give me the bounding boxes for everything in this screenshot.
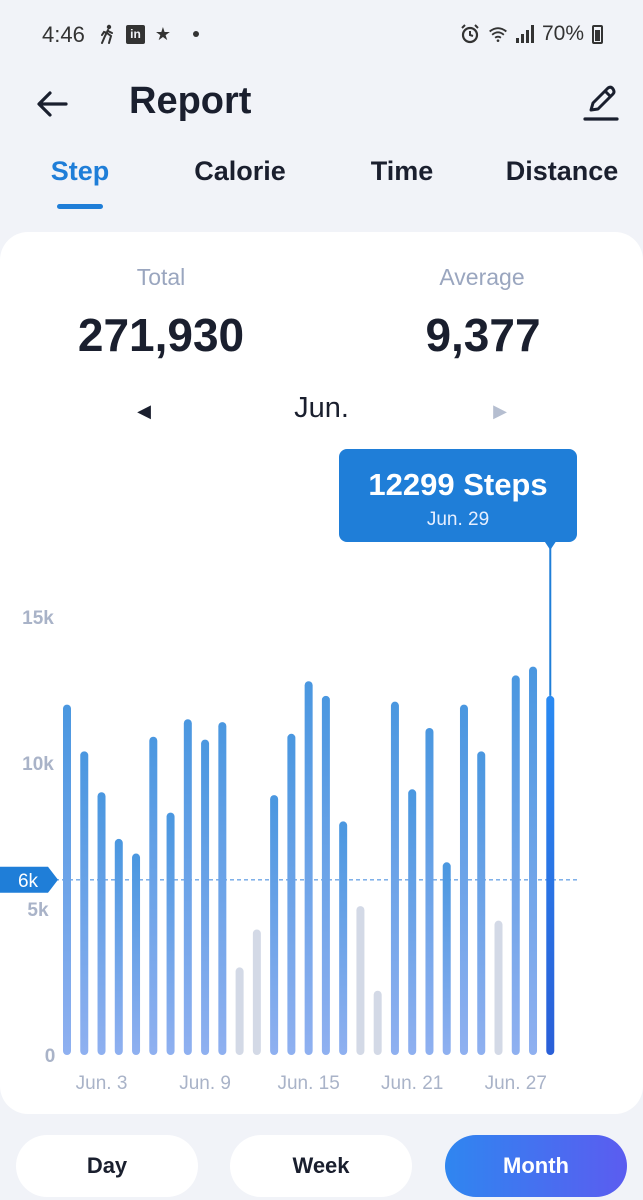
bar-day-27[interactable] <box>511 675 520 1055</box>
y-tick-label: 10k <box>22 754 54 775</box>
x-tick-label: Jun. 15 <box>277 1073 339 1094</box>
bar-day-28[interactable] <box>529 666 538 1055</box>
prev-month-button[interactable]: ◀ <box>137 400 151 421</box>
bar-day-15[interactable] <box>304 681 313 1055</box>
tooltip-box <box>339 449 577 542</box>
bar-day-22[interactable] <box>425 727 434 1055</box>
y-tick-label: 0 <box>45 1046 56 1067</box>
arrow-left-icon <box>37 91 68 117</box>
active-tab-indicator <box>57 204 103 209</box>
bar-day-29[interactable] <box>546 695 555 1055</box>
signal-icon <box>515 25 534 43</box>
bar-day-13[interactable] <box>270 795 279 1055</box>
x-tick-label: Jun. 3 <box>76 1073 128 1094</box>
status-time: 4:46 <box>42 22 85 47</box>
bar-day-26[interactable] <box>494 920 503 1055</box>
status-icons-right: 70% <box>460 22 603 46</box>
bar-day-19[interactable] <box>373 990 382 1055</box>
total-value: 271,930 <box>77 309 245 361</box>
bar-day-23[interactable] <box>442 862 451 1055</box>
total-label: Total <box>136 264 186 290</box>
bar-day-11[interactable] <box>235 967 244 1055</box>
back-button[interactable] <box>30 82 74 126</box>
tab-step[interactable]: Step <box>50 156 110 186</box>
month-selector: Jun. ◀ ▶ <box>0 392 643 432</box>
y-tick-label: 15k <box>22 608 54 629</box>
x-tick-label: Jun. 21 <box>381 1073 443 1094</box>
bar-day-10[interactable] <box>218 722 227 1055</box>
wifi-icon <box>488 24 508 44</box>
star-icon: ★ <box>154 23 172 44</box>
range-week-button[interactable]: Week <box>230 1135 412 1197</box>
tooltip-date: Jun. 29 <box>427 509 489 530</box>
tooltip-value: 12299 Steps <box>368 467 547 502</box>
bar-day-6[interactable] <box>149 736 158 1055</box>
metric-tabs: Step Calorie Time Distance <box>0 152 643 212</box>
average-value: 9,377 <box>425 309 541 361</box>
battery-percent: 70% <box>541 22 584 45</box>
goal-label: 6k <box>18 871 39 892</box>
page-title: Report <box>129 80 252 122</box>
goal-badge <box>0 866 58 893</box>
bar-day-9[interactable] <box>201 739 210 1055</box>
alarm-icon <box>460 24 480 44</box>
battery-icon <box>592 24 603 44</box>
bar-day-12[interactable] <box>252 929 261 1055</box>
notification-dot-icon <box>193 31 199 37</box>
status-bar: 4:46 in ★ 70% <box>0 0 643 72</box>
tooltip-arrow <box>544 541 557 550</box>
x-tick-label: Jun. 27 <box>485 1073 547 1094</box>
bar-day-8[interactable] <box>183 719 192 1055</box>
bar-day-16[interactable] <box>321 695 330 1055</box>
bar-day-2[interactable] <box>80 751 89 1055</box>
tab-calorie[interactable]: Calorie <box>194 156 286 186</box>
average-label: Average <box>439 264 525 290</box>
bar-day-24[interactable] <box>459 704 468 1055</box>
pencil-icon <box>583 85 619 121</box>
bar-day-3[interactable] <box>97 792 106 1055</box>
tab-distance[interactable]: Distance <box>505 156 619 186</box>
bar-day-5[interactable] <box>132 853 141 1055</box>
linkedin-icon: in <box>126 24 145 44</box>
bar-day-20[interactable] <box>390 701 399 1055</box>
range-day-button[interactable]: Day <box>16 1135 198 1197</box>
x-tick-label: Jun. 9 <box>179 1073 231 1094</box>
range-month-button[interactable]: Month <box>445 1135 627 1197</box>
steps-bar-chart: 0 5k 10k 15k 6k Jun. 3 Jun. 9 Jun. 15 Jun. 21 J… <box>0 449 580 1094</box>
bar-day-7[interactable] <box>166 812 175 1055</box>
bar-day-21[interactable] <box>408 789 417 1055</box>
bar-day-18[interactable] <box>356 906 365 1055</box>
bar-day-17[interactable] <box>339 821 348 1055</box>
walk-icon <box>98 24 118 44</box>
bar-day-25[interactable] <box>477 751 486 1055</box>
bar-day-14[interactable] <box>287 733 296 1055</box>
y-tick-label: 5k <box>27 900 49 921</box>
month-label: Jun. <box>294 392 349 424</box>
tab-time[interactable]: Time <box>370 156 434 186</box>
bar-day-4[interactable] <box>114 838 123 1055</box>
bar-day-1[interactable] <box>63 704 71 1055</box>
status-icons-left: in ★ <box>98 24 199 44</box>
next-month-button[interactable]: ▶ <box>493 400 507 421</box>
edit-button[interactable] <box>578 80 622 124</box>
